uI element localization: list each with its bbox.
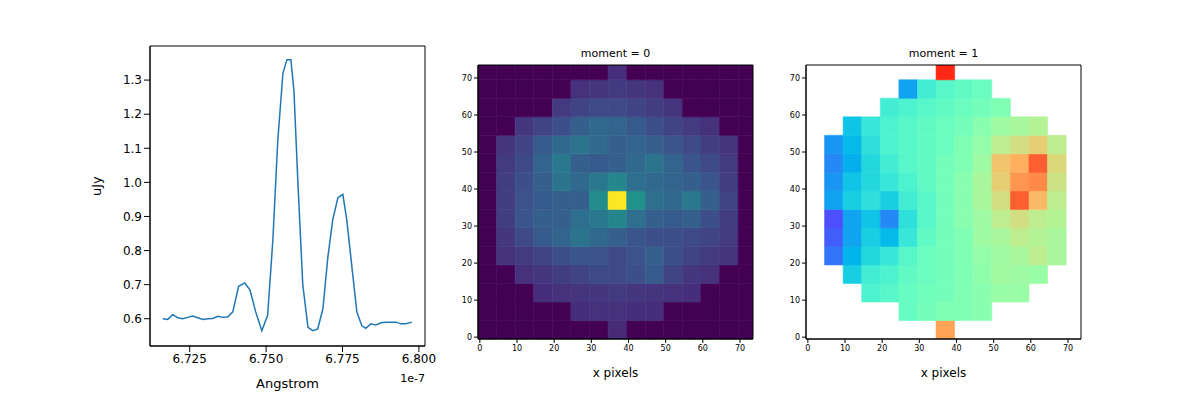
svg-text:40: 40 <box>623 344 633 353</box>
svg-text:uJy: uJy <box>89 176 104 196</box>
svg-text:6.800: 6.800 <box>402 352 436 366</box>
svg-text:Angstrom: Angstrom <box>256 376 319 391</box>
svg-text:10: 10 <box>462 296 472 305</box>
svg-text:50: 50 <box>790 148 800 157</box>
svg-text:20: 20 <box>462 259 472 268</box>
svg-text:40: 40 <box>790 185 800 194</box>
svg-text:0.8: 0.8 <box>123 244 142 258</box>
svg-text:50: 50 <box>462 148 472 157</box>
svg-text:50: 50 <box>661 344 671 353</box>
svg-text:60: 60 <box>462 111 472 120</box>
svg-text:0: 0 <box>477 344 482 353</box>
svg-text:6.725: 6.725 <box>173 352 207 366</box>
svg-text:1.1: 1.1 <box>123 142 142 156</box>
svg-text:1.0: 1.0 <box>123 176 142 190</box>
svg-text:40: 40 <box>462 185 472 194</box>
svg-text:0: 0 <box>795 333 800 342</box>
svg-text:70: 70 <box>790 74 800 83</box>
svg-text:70: 70 <box>735 344 745 353</box>
svg-text:0.7: 0.7 <box>123 278 142 292</box>
svg-text:x pixels: x pixels <box>921 366 967 380</box>
svg-text:6.775: 6.775 <box>325 352 359 366</box>
svg-text:60: 60 <box>1026 344 1036 353</box>
svg-text:0.6: 0.6 <box>123 312 142 326</box>
svg-text:10: 10 <box>790 296 800 305</box>
svg-text:30: 30 <box>462 222 472 231</box>
svg-text:20: 20 <box>790 259 800 268</box>
svg-text:10: 10 <box>512 344 522 353</box>
html-text:1e-7: 1e-7 <box>400 372 425 385</box>
svg-text:20: 20 <box>877 344 887 353</box>
svg-text:60: 60 <box>790 111 800 120</box>
svg-text:70: 70 <box>462 74 472 83</box>
svg-text:30: 30 <box>790 222 800 231</box>
svg-text:60: 60 <box>698 344 708 353</box>
svg-text:10: 10 <box>840 344 850 353</box>
svg-text:50: 50 <box>989 344 999 353</box>
svg-text:30: 30 <box>914 344 924 353</box>
svg-text:0: 0 <box>805 344 810 353</box>
svg-text:30: 30 <box>586 344 596 353</box>
html-text:moment = 0: moment = 0 <box>580 47 651 60</box>
svg-text:20: 20 <box>549 344 559 353</box>
html-text:moment = 1: moment = 1 <box>908 47 979 60</box>
svg-text:6.750: 6.750 <box>249 352 283 366</box>
svg-text:1.3: 1.3 <box>123 73 142 87</box>
svg-text:x pixels: x pixels <box>593 366 639 380</box>
svg-text:0.9: 0.9 <box>123 210 142 224</box>
svg-text:1.2: 1.2 <box>123 107 142 121</box>
svg-text:0: 0 <box>467 333 472 342</box>
svg-text:70: 70 <box>1063 344 1073 353</box>
svg-text:40: 40 <box>951 344 961 353</box>
